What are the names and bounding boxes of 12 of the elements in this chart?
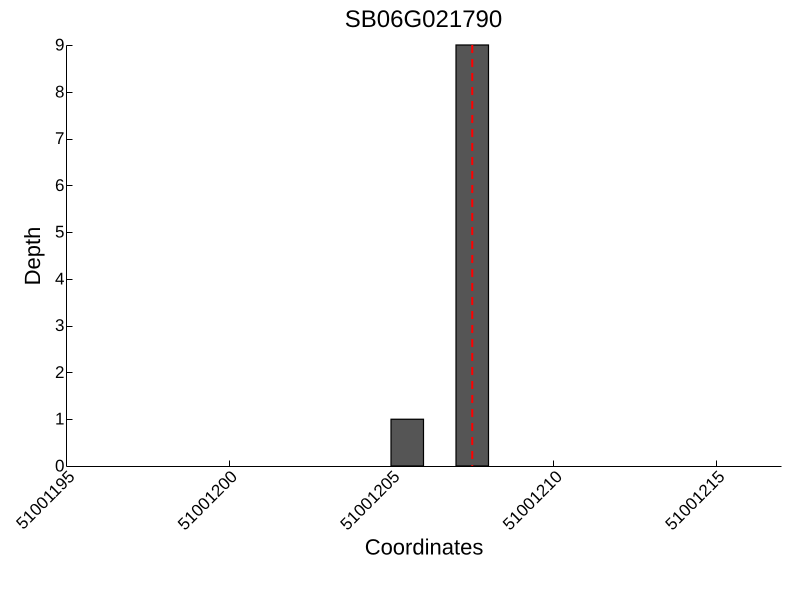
y-tick-label: 8 (55, 82, 64, 102)
x-axis-title: Coordinates (364, 534, 484, 560)
y-tick-label: 5 (55, 222, 64, 242)
y-axis-title: Depth (20, 226, 46, 286)
y-tick-label: 2 (55, 362, 64, 382)
chart-title: SB06G021790 (344, 6, 502, 33)
y-tick-label: 7 (55, 129, 64, 148)
y-tick-label: 4 (55, 269, 64, 288)
y-tick-label: 1 (55, 410, 64, 429)
y-tick-label: 3 (55, 316, 64, 336)
y-tick-label: 9 (55, 36, 64, 54)
y-tick-label: 6 (55, 176, 64, 195)
